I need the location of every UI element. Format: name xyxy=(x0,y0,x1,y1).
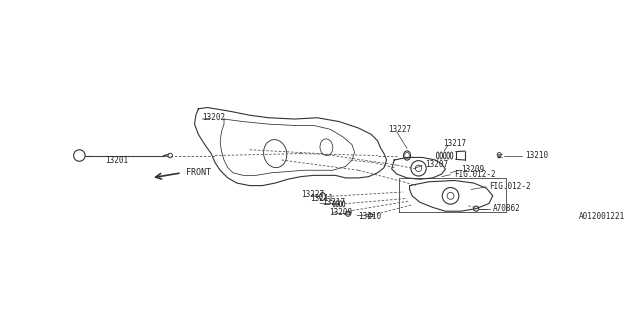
Text: FIG.012-2: FIG.012-2 xyxy=(454,170,496,179)
Text: 13217: 13217 xyxy=(443,140,466,148)
Text: 13201: 13201 xyxy=(105,156,128,165)
Text: 13209: 13209 xyxy=(461,165,484,174)
Text: 13211: 13211 xyxy=(310,194,333,203)
Text: 13217: 13217 xyxy=(323,198,346,207)
Text: 13227: 13227 xyxy=(388,125,411,134)
Text: A012001221: A012001221 xyxy=(579,212,625,221)
Text: 13210: 13210 xyxy=(358,212,381,221)
Text: 13209: 13209 xyxy=(329,208,352,217)
Text: 13210: 13210 xyxy=(525,151,548,160)
Text: A70862: A70862 xyxy=(493,204,520,213)
Text: FIG.012-2: FIG.012-2 xyxy=(489,182,531,191)
Text: 13227: 13227 xyxy=(301,190,324,199)
Text: FRONT: FRONT xyxy=(186,168,211,177)
Text: 13202: 13202 xyxy=(202,113,225,122)
Text: 13207: 13207 xyxy=(425,160,448,169)
